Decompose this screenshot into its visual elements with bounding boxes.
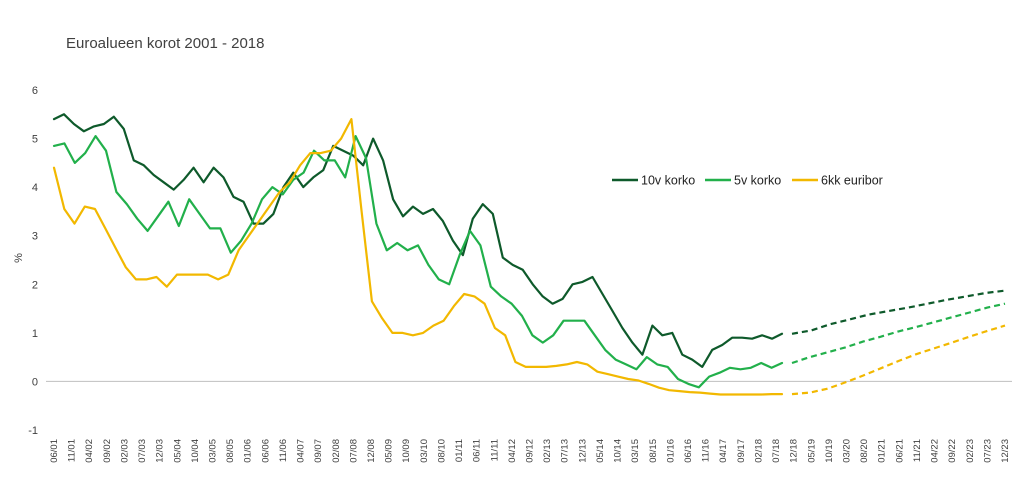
x-tick-label: 01/11: [454, 439, 465, 462]
x-tick-label: 03/15: [630, 439, 641, 463]
x-tick-label: 06/11: [472, 439, 483, 462]
y-tick-label: 0: [32, 376, 38, 388]
x-tick-label: 01/21: [877, 439, 888, 463]
y-tick-label: 6: [32, 85, 38, 97]
x-tick-label: 08/15: [648, 439, 659, 463]
x-tick-label: 04/07: [296, 439, 307, 463]
x-tick-label: 05/14: [595, 439, 606, 463]
x-tick-label: 11/01: [67, 439, 78, 462]
x-tick-label: 09/02: [102, 439, 113, 463]
x-tick-label: 02/18: [753, 439, 764, 463]
x-tick-label: 09/07: [313, 439, 324, 463]
x-tick-label: 05/19: [806, 439, 817, 463]
y-tick-label: 5: [32, 134, 38, 146]
x-tick-label: 07/08: [348, 439, 359, 463]
series-line-10v-korko-forecast: [791, 289, 1006, 335]
x-tick-label: 07/03: [137, 439, 148, 463]
x-tick-label: 03/10: [419, 439, 430, 463]
x-tick-label: 06/01: [49, 439, 60, 463]
x-tick-label: 10/14: [613, 439, 624, 463]
x-tick-label: 10/09: [401, 439, 412, 463]
x-tick-label: 11/21: [912, 439, 923, 462]
x-tick-label: 11/16: [701, 439, 712, 462]
series-line-10v-korko: [52, 113, 784, 368]
chart-title: Euroalueen korot 2001 - 2018: [66, 35, 265, 52]
legend: 10v korko 5v korko 6kk euribor: [612, 174, 883, 188]
x-tick-label: 07/13: [560, 439, 571, 463]
y-tick-label: 2: [32, 279, 38, 291]
x-tick-label: 12/08: [366, 439, 377, 463]
x-tick-label: 11/06: [278, 439, 289, 462]
y-tick-label: 3: [32, 231, 38, 243]
x-tick-label: 02/08: [331, 439, 342, 463]
x-tick-label: 07/23: [982, 439, 993, 463]
series-line-6kk-euribor-forecast: [791, 324, 1006, 396]
x-tick-label: 08/10: [436, 439, 447, 463]
x-tick-label: 05/09: [384, 439, 395, 463]
x-tick-label: 06/21: [894, 439, 905, 463]
x-tick-label: 08/20: [859, 439, 870, 463]
y-axis: -1 0 1 2 3 4 5 6: [28, 85, 38, 437]
x-tick-label: 12/18: [789, 439, 800, 463]
x-tick-label: 09/12: [525, 439, 536, 463]
x-tick-label: 07/18: [771, 439, 782, 463]
series-line-5v-korko: [52, 135, 784, 389]
x-tick-label: 02/23: [965, 439, 976, 463]
y-tick-label: -1: [28, 425, 38, 437]
x-tick-label: 01/06: [243, 439, 254, 463]
x-tick-label: 09/22: [947, 439, 958, 463]
legend-label: 10v korko: [641, 174, 695, 188]
x-axis: 06/01 11/01 04/02 09/02 02/03 07/03 12/03 05/04…: [46, 380, 1012, 463]
x-tick-label: 12/03: [155, 439, 166, 463]
y-tick-label: 1: [32, 328, 38, 340]
x-tick-label: 04/02: [84, 439, 95, 463]
x-tick-label: 06/06: [260, 439, 271, 463]
series-line-6kk-euribor: [52, 118, 784, 396]
y-tick-label: 4: [32, 182, 38, 194]
x-tick-label: 10/04: [190, 439, 201, 463]
x-tick-label: 04/12: [507, 439, 518, 463]
x-tick-label: 06/16: [683, 439, 694, 463]
x-tick-label: 12/23: [1000, 439, 1011, 463]
x-tick-label: 09/17: [736, 439, 747, 463]
x-tick-label: 11/11: [489, 439, 500, 461]
series-layer: [52, 113, 1006, 396]
x-tick-label: 10/19: [824, 439, 835, 463]
x-tick-label: 02/13: [542, 439, 553, 463]
series-line-5v-korko-forecast: [791, 302, 1006, 365]
x-tick-label: 03/05: [208, 439, 219, 463]
x-tick-label: 03/20: [842, 439, 853, 463]
x-tick-label: 04/22: [930, 439, 941, 463]
x-tick-label: 01/16: [665, 439, 676, 463]
x-tick-label: 02/03: [119, 439, 130, 463]
y-axis-label: %: [13, 253, 25, 263]
legend-label: 6kk euribor: [821, 174, 883, 188]
legend-label: 5v korko: [734, 174, 781, 188]
x-tick-label: 04/17: [718, 439, 729, 463]
x-tick-label: 12/13: [577, 439, 588, 463]
x-tick-label: 08/05: [225, 439, 236, 463]
x-tick-label: 05/04: [172, 439, 183, 463]
